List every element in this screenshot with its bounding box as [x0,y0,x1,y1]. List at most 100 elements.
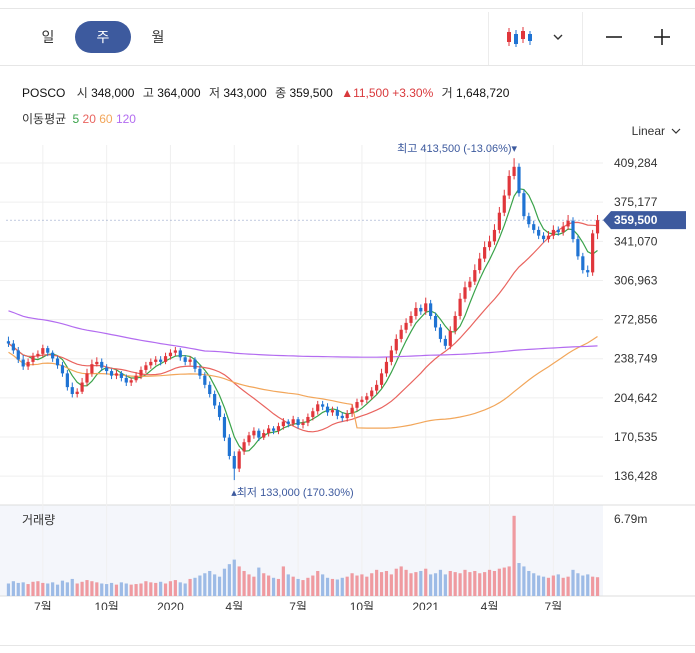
candle-body [463,287,467,299]
volume-bar [65,582,69,596]
volume-bar [379,572,384,596]
candle-body [365,396,369,400]
ma-60[interactable]: 60 [99,112,113,126]
volume-bar [55,584,60,596]
candle-body [271,428,276,431]
volume-bar [75,583,79,596]
candle-body [154,359,158,362]
volume-bar [566,576,570,596]
candle-body [527,216,531,225]
candle-body [350,407,354,414]
y-tick-label: 170,535 [614,430,658,444]
volume-bar [522,566,526,596]
volume-bar [502,567,506,596]
volume-label: 거 [441,86,453,100]
volume-bar [149,582,153,596]
candle-body [556,229,560,233]
ma-20[interactable]: 20 [82,112,96,126]
volume-bar [537,575,541,596]
scale-mode-dropdown[interactable]: Linear [632,124,681,138]
candle-body [51,352,55,359]
volume-bar [41,582,45,596]
volume-bar [424,568,428,596]
volume-bar [26,584,30,596]
min-price-annotation: ▴최저 133,000 (170.30%) [231,486,353,499]
candle-body [551,229,555,236]
moving-average-label: 이동평균 [22,112,67,126]
candle-body [487,241,492,248]
volume-bar [345,576,349,596]
volume-bar [497,568,501,596]
volume-bar [311,575,315,596]
tab-monthly[interactable]: 월 [151,29,165,45]
candle-body [134,375,138,381]
volume-bar [458,573,462,596]
candle-body [330,410,335,413]
candle-body [119,373,123,378]
candle-body [429,303,433,316]
volume-bar [100,583,104,596]
y-tick-label: 306,963 [614,273,658,287]
candle-body [65,373,69,388]
zoom-in-button[interactable] [648,24,676,50]
volume-bar [586,574,590,596]
candle-body [183,357,187,362]
candle-body [379,373,384,385]
candle-body [252,430,256,436]
y-tick-label: 238,749 [614,352,658,366]
candle-body [576,239,580,257]
volume-bar [448,570,452,596]
volume-bar [237,566,241,596]
ma-120[interactable]: 120 [115,112,136,126]
volume-bar [360,574,364,596]
candle-body [227,437,231,456]
volume-bar [178,582,182,596]
x-tick-label: 10월 [94,600,118,610]
candle-body [163,356,168,362]
volume-bar [114,584,119,596]
volume-bar [561,577,565,596]
ma-5[interactable]: 5 [72,112,80,126]
volume-bar [227,564,231,596]
volume-bar [291,576,295,596]
volume-bar [335,579,339,596]
volume-bar [581,575,585,596]
candle-body [561,226,565,233]
candle-body [311,411,315,417]
volume-bar [433,573,438,596]
candle-body [306,416,310,423]
candle-body [517,166,521,194]
candle-body [404,322,408,330]
chart-type-button[interactable] [502,24,536,50]
volume-bar [595,577,600,596]
y-tick-label: 272,856 [614,313,658,327]
volume-bar [217,576,222,596]
volume-bar [483,572,487,596]
volume-bar [286,574,290,596]
volume-bar [46,583,50,596]
candle-body [31,356,35,362]
volume-bar [443,574,447,596]
candle-body [46,348,50,353]
candle-body [105,367,109,372]
candlestick-chart[interactable]: 7월 10월 2020 4월 7월 10월 2021 4월 7월 409,284 375,177 34… [0,0,695,610]
candle-body [257,430,261,438]
tab-weekly[interactable]: 주 [75,21,131,53]
candle-body [144,365,148,370]
volume-bar [546,577,551,596]
candle-body [512,166,516,176]
volume-bar [355,575,359,596]
zoom-out-button[interactable] [600,24,628,50]
candle-body [100,361,104,368]
volume-bar [350,573,354,596]
candle-body [85,373,89,383]
candle-body [409,315,413,323]
chart-type-dropdown[interactable] [548,24,568,50]
volume-bar [16,582,20,596]
volume-bar [267,575,271,596]
x-tick-label: 7월 [289,600,307,610]
volume-bar [159,581,163,596]
tab-daily[interactable]: 일 [41,29,55,45]
candle-body [325,406,330,413]
volume-bar [105,584,109,596]
